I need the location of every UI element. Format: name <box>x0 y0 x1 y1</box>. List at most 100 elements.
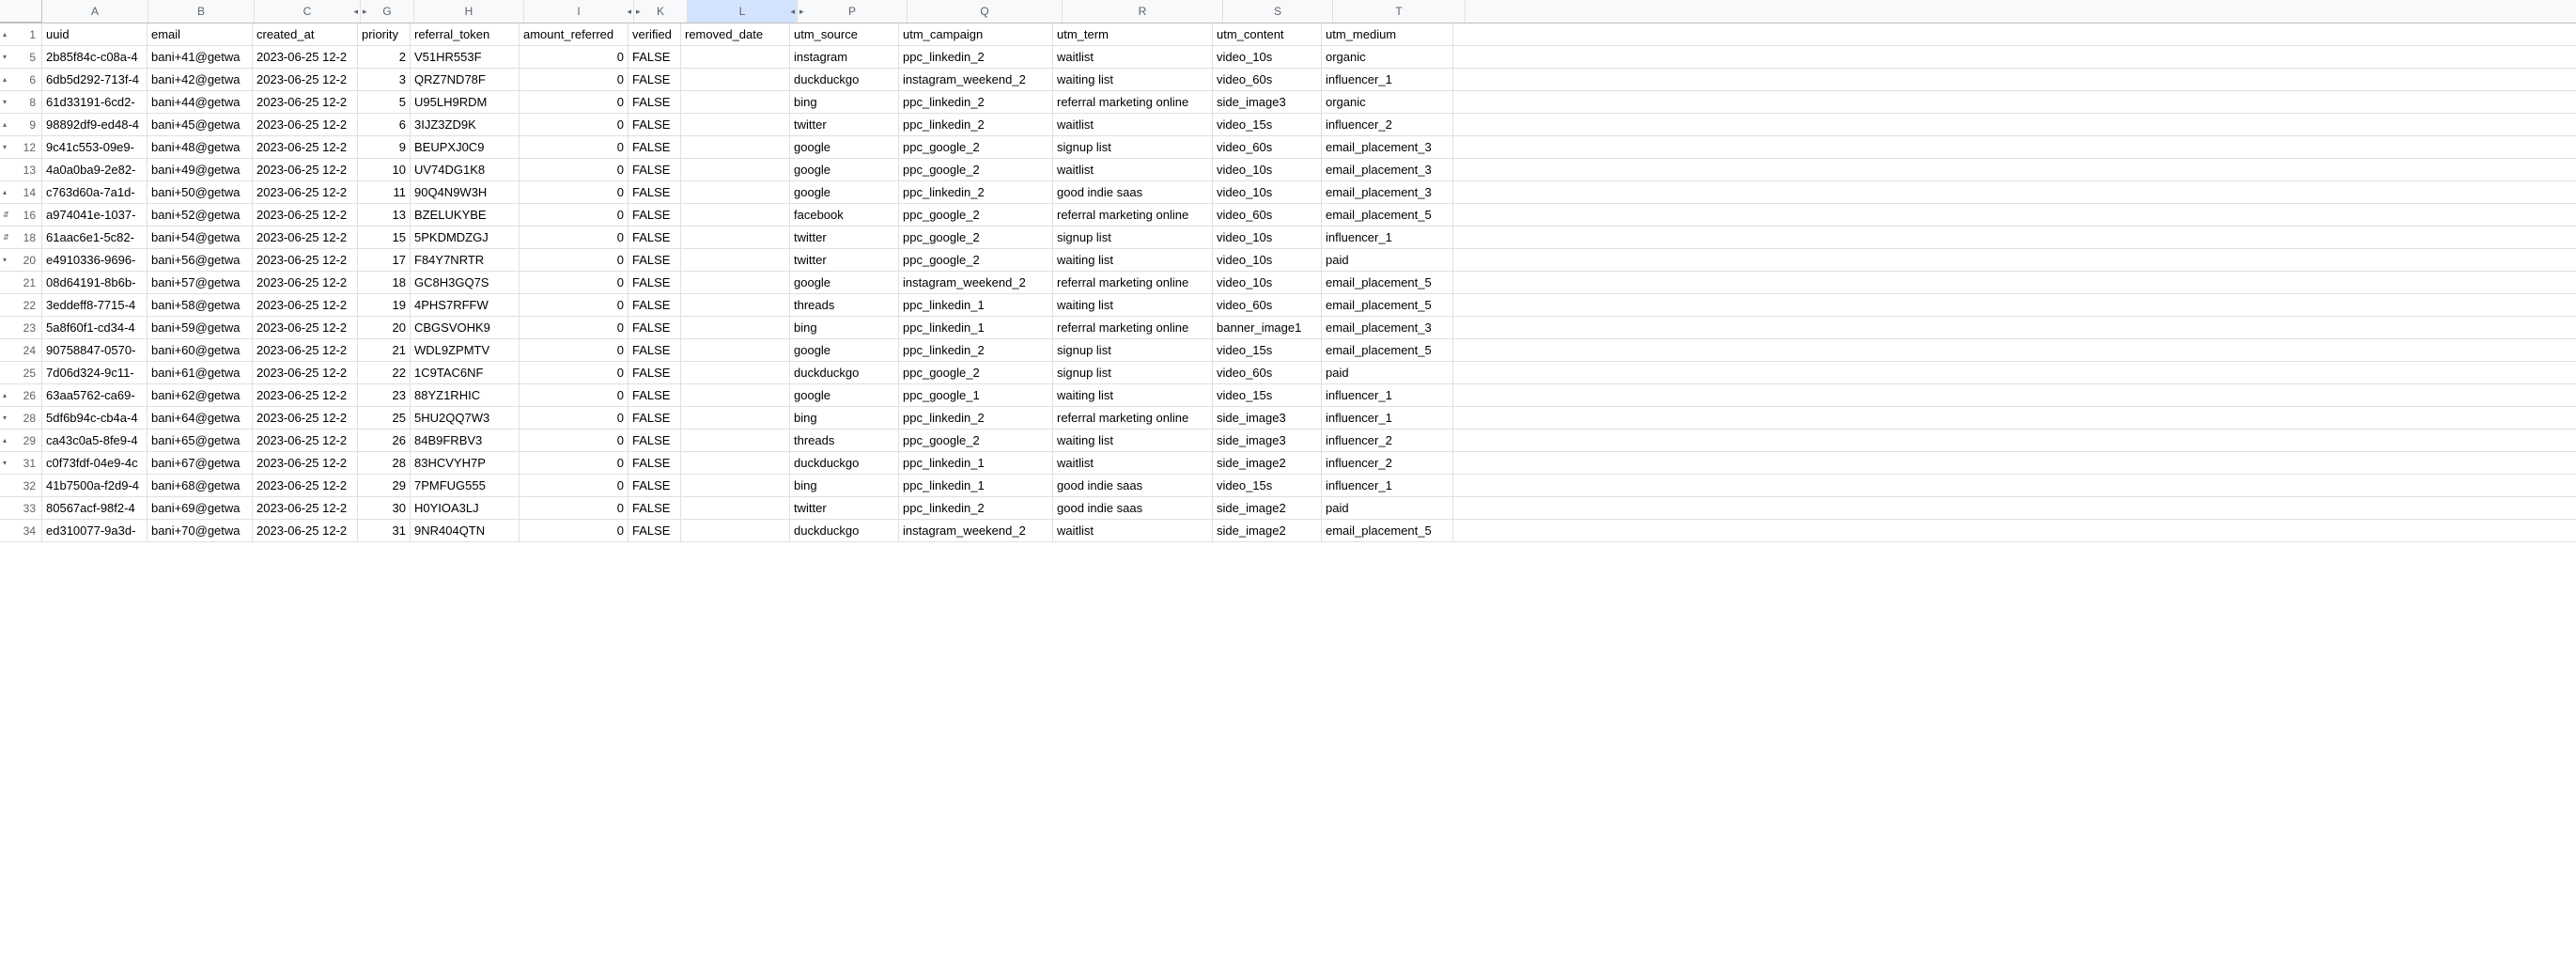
cell-T[interactable]: paid <box>1322 497 1453 519</box>
cell-A[interactable]: 5a8f60f1-cd34-4 <box>42 317 147 338</box>
expand-left-icon[interactable]: ▸ <box>363 7 367 17</box>
cell-R[interactable]: waiting list <box>1053 249 1213 271</box>
cell-Q[interactable]: ppc_linkedin_2 <box>899 497 1053 519</box>
cell-B[interactable]: bani+58@getwa <box>147 294 253 316</box>
cell-A[interactable]: 3eddeff8-7715-4 <box>42 294 147 316</box>
cell-P[interactable]: threads <box>790 430 899 451</box>
row-header-22[interactable]: 22 <box>0 294 42 316</box>
cell-R[interactable]: good indie saas <box>1053 181 1213 203</box>
cell-I[interactable]: amount_referred <box>520 23 628 45</box>
cell-H[interactable]: GC8H3GQ7S <box>411 272 520 293</box>
cell-S[interactable]: side_image2 <box>1213 497 1322 519</box>
cell-I[interactable]: 0 <box>520 520 628 541</box>
row-header-9[interactable]: 9▴ <box>0 114 42 135</box>
cell-Q[interactable]: ppc_linkedin_2 <box>899 181 1053 203</box>
cell-G[interactable]: priority <box>358 23 411 45</box>
cell-R[interactable]: waiting list <box>1053 384 1213 406</box>
cell-C[interactable]: 2023-06-25 12-2 <box>253 520 358 541</box>
cell-S[interactable]: video_15s <box>1213 339 1322 361</box>
cell-G[interactable]: 28 <box>358 452 411 474</box>
cell-A[interactable]: 6db5d292-713f-4 <box>42 69 147 90</box>
row-group-toggle-icon[interactable]: ⇵ <box>3 233 9 242</box>
cell-L[interactable]: removed_date <box>681 23 790 45</box>
row-header-29[interactable]: 29▴ <box>0 430 42 451</box>
cell-B[interactable]: bani+52@getwa <box>147 204 253 226</box>
cell-A[interactable]: 4a0a0ba9-2e82- <box>42 159 147 180</box>
cell-Q[interactable]: ppc_google_1 <box>899 384 1053 406</box>
cell-A[interactable]: 41b7500a-f2d9-4 <box>42 475 147 496</box>
cell-C[interactable]: 2023-06-25 12-2 <box>253 452 358 474</box>
cell-A[interactable]: 63aa5762-ca69- <box>42 384 147 406</box>
cell-T[interactable]: influencer_1 <box>1322 475 1453 496</box>
cell-T[interactable]: email_placement_5 <box>1322 272 1453 293</box>
cell-C[interactable]: 2023-06-25 12-2 <box>253 91 358 113</box>
cell-C[interactable]: 2023-06-25 12-2 <box>253 339 358 361</box>
cell-K[interactable]: FALSE <box>628 272 681 293</box>
cell-C[interactable]: 2023-06-25 12-2 <box>253 317 358 338</box>
row-group-toggle-icon[interactable]: ▴ <box>3 120 7 129</box>
row-header-26[interactable]: 26▴ <box>0 384 42 406</box>
cell-R[interactable]: referral marketing online <box>1053 407 1213 429</box>
row-group-toggle-icon[interactable]: ▾ <box>3 143 7 151</box>
cell-G[interactable]: 13 <box>358 204 411 226</box>
cell-I[interactable]: 0 <box>520 384 628 406</box>
cell-P[interactable]: google <box>790 384 899 406</box>
cell-G[interactable]: 10 <box>358 159 411 180</box>
cell-R[interactable]: referral marketing online <box>1053 317 1213 338</box>
cell-T[interactable]: email_placement_3 <box>1322 159 1453 180</box>
cell-G[interactable]: 2 <box>358 46 411 68</box>
cell-I[interactable]: 0 <box>520 407 628 429</box>
cell-T[interactable]: influencer_1 <box>1322 69 1453 90</box>
cell-L[interactable] <box>681 294 790 316</box>
cell-B[interactable]: bani+59@getwa <box>147 317 253 338</box>
cell-K[interactable]: FALSE <box>628 136 681 158</box>
cell-B[interactable]: bani+57@getwa <box>147 272 253 293</box>
cell-Q[interactable]: ppc_linkedin_2 <box>899 407 1053 429</box>
row-header-34[interactable]: 34 <box>0 520 42 541</box>
cell-I[interactable]: 0 <box>520 475 628 496</box>
cell-H[interactable]: 88YZ1RHIC <box>411 384 520 406</box>
cell-I[interactable]: 0 <box>520 136 628 158</box>
cell-G[interactable]: 26 <box>358 430 411 451</box>
cell-S[interactable]: video_60s <box>1213 136 1322 158</box>
cell-T[interactable]: influencer_2 <box>1322 452 1453 474</box>
cell-S[interactable]: video_60s <box>1213 204 1322 226</box>
cell-Q[interactable]: instagram_weekend_2 <box>899 272 1053 293</box>
cell-H[interactable]: F84Y7NRTR <box>411 249 520 271</box>
cell-Q[interactable]: instagram_weekend_2 <box>899 69 1053 90</box>
cell-T[interactable]: utm_medium <box>1322 23 1453 45</box>
cell-A[interactable]: ca43c0a5-8fe9-4 <box>42 430 147 451</box>
cell-H[interactable]: 84B9FRBV3 <box>411 430 520 451</box>
cell-K[interactable]: verified <box>628 23 681 45</box>
column-header-R[interactable]: R <box>1063 0 1223 23</box>
cell-K[interactable]: FALSE <box>628 339 681 361</box>
cell-I[interactable]: 0 <box>520 159 628 180</box>
cell-H[interactable]: V51HR553F <box>411 46 520 68</box>
row-header-23[interactable]: 23 <box>0 317 42 338</box>
cell-C[interactable]: 2023-06-25 12-2 <box>253 227 358 248</box>
cell-P[interactable]: duckduckgo <box>790 362 899 383</box>
cell-I[interactable]: 0 <box>520 339 628 361</box>
cell-C[interactable]: 2023-06-25 12-2 <box>253 204 358 226</box>
cell-B[interactable]: bani+56@getwa <box>147 249 253 271</box>
cell-B[interactable]: bani+62@getwa <box>147 384 253 406</box>
cell-B[interactable]: bani+50@getwa <box>147 181 253 203</box>
cell-C[interactable]: 2023-06-25 12-2 <box>253 249 358 271</box>
cell-S[interactable]: side_image3 <box>1213 430 1322 451</box>
column-header-Q[interactable]: Q <box>908 0 1063 23</box>
cell-H[interactable]: UV74DG1K8 <box>411 159 520 180</box>
cell-L[interactable] <box>681 520 790 541</box>
cell-Q[interactable]: instagram_weekend_2 <box>899 520 1053 541</box>
cell-Q[interactable]: ppc_google_2 <box>899 249 1053 271</box>
row-header-12[interactable]: 12▾ <box>0 136 42 158</box>
cell-K[interactable]: FALSE <box>628 91 681 113</box>
cell-L[interactable] <box>681 430 790 451</box>
cell-R[interactable]: waiting list <box>1053 294 1213 316</box>
cell-C[interactable]: 2023-06-25 12-2 <box>253 69 358 90</box>
cell-G[interactable]: 31 <box>358 520 411 541</box>
cell-L[interactable] <box>681 339 790 361</box>
cell-K[interactable]: FALSE <box>628 452 681 474</box>
cell-A[interactable]: c763d60a-7a1d- <box>42 181 147 203</box>
cell-G[interactable]: 30 <box>358 497 411 519</box>
cell-K[interactable]: FALSE <box>628 497 681 519</box>
